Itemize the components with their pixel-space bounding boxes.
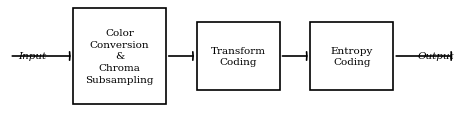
Text: Entropy
Coding: Entropy Coding [331,46,373,67]
Bar [197,23,280,90]
Text: Color
Conversion
&
Chroma
Subsampling: Color Conversion & Chroma Subsampling [85,29,154,84]
Text: Input: Input [18,52,46,61]
Text: Transform
Coding: Transform Coding [210,46,266,67]
Bar [310,23,393,90]
Bar [73,9,166,104]
Text: Output: Output [418,52,455,61]
